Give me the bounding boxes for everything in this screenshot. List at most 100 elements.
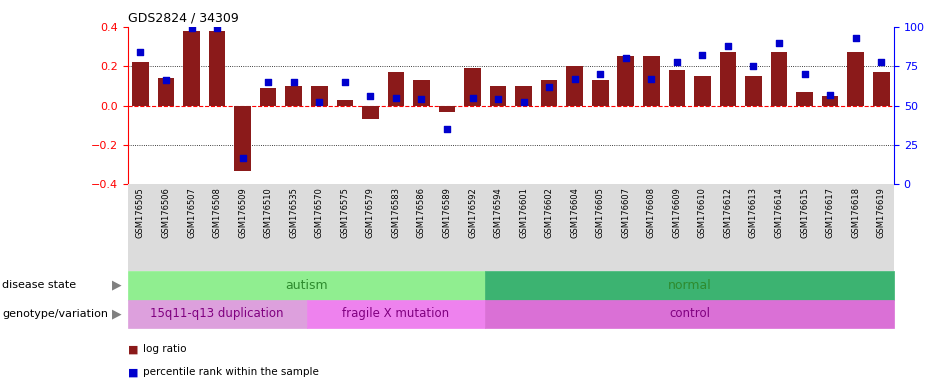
Bar (562, 184, 587, 271)
Text: disease state: disease state (2, 280, 76, 290)
Point (592, 71, 607, 77)
Bar (741, 184, 766, 271)
Bar (128, 184, 153, 271)
Bar (362, 106, 378, 119)
Bar (413, 80, 429, 106)
Bar (822, 96, 838, 106)
Bar (307, 184, 332, 271)
Point (235, 154, 250, 161)
Bar (230, 184, 255, 271)
Point (745, 63, 761, 70)
Text: GSM176609: GSM176609 (673, 187, 681, 238)
Bar (184, 31, 200, 106)
Point (771, 40, 786, 46)
Text: GSM176601: GSM176601 (519, 187, 528, 238)
Bar (613, 184, 639, 271)
Text: GSM176614: GSM176614 (775, 187, 783, 238)
Bar (720, 53, 736, 106)
Text: normal: normal (668, 279, 711, 291)
Bar (766, 184, 792, 271)
Bar (179, 184, 204, 271)
Bar (204, 184, 230, 271)
Bar (873, 72, 889, 106)
Text: GSM176604: GSM176604 (570, 187, 579, 238)
Text: control: control (669, 308, 710, 320)
Bar (337, 100, 353, 106)
Point (822, 91, 837, 98)
Bar (388, 72, 404, 106)
Bar (592, 80, 608, 106)
Bar (643, 56, 659, 106)
Point (158, 77, 174, 83)
Bar (439, 106, 455, 111)
Text: GSM176507: GSM176507 (187, 187, 196, 238)
Text: GSM176586: GSM176586 (417, 187, 426, 238)
Text: GDS2824 / 34309: GDS2824 / 34309 (128, 11, 238, 24)
Bar (618, 56, 634, 106)
Bar (132, 62, 149, 106)
Bar (128, 271, 485, 300)
Bar (383, 184, 409, 271)
Text: ■: ■ (128, 344, 138, 354)
Bar (153, 184, 179, 271)
Point (362, 93, 377, 99)
Point (413, 96, 429, 103)
Bar (332, 184, 358, 271)
Text: percentile rank within the sample: percentile rank within the sample (143, 367, 319, 377)
Bar (868, 184, 894, 271)
Bar (541, 80, 557, 106)
Bar (485, 300, 894, 328)
Text: GSM176505: GSM176505 (136, 187, 145, 238)
Point (490, 96, 505, 103)
Text: GSM176594: GSM176594 (494, 187, 502, 238)
Bar (792, 184, 817, 271)
Bar (694, 76, 710, 106)
Bar (307, 300, 485, 328)
Bar (255, 184, 281, 271)
Bar (158, 78, 174, 106)
Bar (797, 92, 813, 106)
Text: GSM176535: GSM176535 (289, 187, 298, 238)
Point (439, 126, 454, 132)
Point (694, 52, 710, 58)
Text: GSM176615: GSM176615 (800, 187, 809, 238)
Point (184, 25, 199, 31)
Text: log ratio: log ratio (143, 344, 186, 354)
Text: GSM176510: GSM176510 (264, 187, 272, 238)
Text: GSM176605: GSM176605 (596, 187, 604, 238)
Text: GSM176617: GSM176617 (826, 187, 834, 238)
Text: autism: autism (285, 279, 328, 291)
Text: GSM176509: GSM176509 (238, 187, 247, 238)
Point (464, 95, 480, 101)
Bar (567, 66, 583, 106)
Text: GSM176583: GSM176583 (392, 187, 400, 238)
Bar (843, 184, 868, 271)
Bar (260, 88, 276, 106)
Bar (771, 53, 787, 106)
Bar (209, 31, 225, 106)
Point (618, 55, 633, 61)
Point (669, 58, 684, 65)
Text: GSM176508: GSM176508 (213, 187, 221, 238)
Bar (485, 184, 511, 271)
Point (643, 76, 658, 82)
Text: GSM176608: GSM176608 (647, 187, 656, 238)
Text: GSM176506: GSM176506 (162, 187, 170, 238)
Bar (460, 184, 485, 271)
Bar (485, 271, 894, 300)
Text: GSM176607: GSM176607 (622, 187, 630, 238)
Text: ■: ■ (128, 367, 138, 377)
Text: GSM176610: GSM176610 (698, 187, 707, 238)
Text: GSM176618: GSM176618 (851, 187, 860, 238)
Point (132, 49, 148, 55)
Text: 15q11-q13 duplication: 15q11-q13 duplication (150, 308, 284, 320)
Bar (848, 53, 864, 106)
Text: GSM176592: GSM176592 (468, 187, 477, 238)
Bar (434, 184, 460, 271)
Text: ▶: ▶ (112, 308, 121, 320)
Text: GSM176589: GSM176589 (443, 187, 451, 238)
Point (873, 58, 888, 65)
Bar (516, 86, 532, 106)
Text: GSM176619: GSM176619 (877, 187, 885, 238)
Bar (464, 68, 481, 106)
